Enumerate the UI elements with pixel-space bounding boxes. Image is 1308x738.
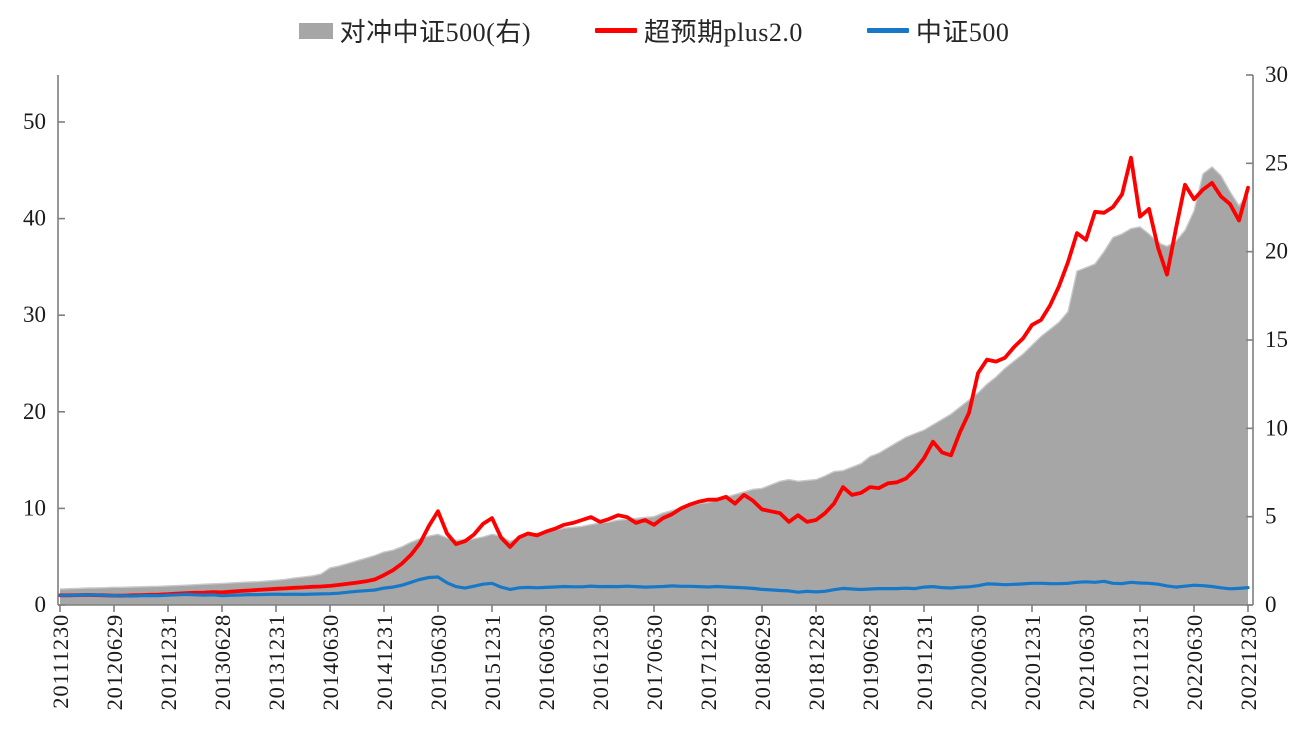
legend-item-csi500: 中证500 bbox=[866, 12, 1010, 49]
x-tick-label: 20140630 bbox=[318, 614, 343, 710]
series-hedge-csi500-area bbox=[60, 166, 1248, 605]
line-swatch-icon bbox=[594, 28, 637, 33]
x-tick-label: 20170630 bbox=[642, 614, 667, 710]
y-axis-right-tick-label: 20 bbox=[1265, 239, 1288, 264]
y-axis-left-tick-label: 0 bbox=[35, 592, 47, 617]
legend-item-plus2: 超预期plus2.0 bbox=[594, 12, 803, 49]
y-axis-right-tick-label: 30 bbox=[1265, 62, 1288, 87]
x-tick-label: 20130628 bbox=[210, 614, 235, 710]
x-tick-label: 20161230 bbox=[588, 614, 613, 710]
x-tick-label: 20191231 bbox=[912, 614, 937, 710]
x-tick-label: 20180629 bbox=[750, 614, 775, 710]
x-tick-label: 20190628 bbox=[858, 614, 883, 710]
legend-label: 对冲中证500(右) bbox=[339, 18, 531, 47]
x-tick-label: 20120629 bbox=[102, 614, 127, 710]
series-plus2-line bbox=[58, 155, 1250, 598]
y-axis-right-tick-label: 25 bbox=[1265, 150, 1288, 175]
x-tick-label: 20220630 bbox=[1182, 614, 1207, 710]
y-axis-right-tick-label: 0 bbox=[1265, 592, 1277, 617]
x-tick-label: 20201231 bbox=[1020, 614, 1045, 710]
series-csi500-line bbox=[58, 575, 1250, 598]
chart-legend: 对冲中证500(右) 超预期plus2.0 中证500 bbox=[0, 12, 1308, 49]
x-tick-label: 20171229 bbox=[696, 614, 721, 710]
x-tick-label: 20181228 bbox=[804, 614, 829, 710]
y-axis-left-tick-label: 50 bbox=[23, 109, 46, 134]
y-axis-right-tick-label: 15 bbox=[1265, 327, 1288, 352]
x-tick-label: 20121231 bbox=[156, 614, 181, 710]
x-tick-label: 20210630 bbox=[1074, 614, 1099, 710]
x-tick-label: 20150630 bbox=[426, 614, 451, 710]
x-tick-label: 20131231 bbox=[264, 614, 289, 710]
y-axis-left-tick-label: 40 bbox=[23, 206, 46, 231]
x-tick-label: 20160630 bbox=[534, 614, 559, 710]
x-tick-label: 20141231 bbox=[372, 614, 397, 710]
x-tick-label: 20111230 bbox=[48, 614, 73, 709]
y-axis-left-tick-label: 20 bbox=[23, 399, 46, 424]
x-tick-label: 20211231 bbox=[1128, 614, 1153, 710]
legend-label: 超预期plus2.0 bbox=[643, 18, 803, 47]
y-axis-left-tick-label: 30 bbox=[23, 302, 46, 327]
x-tick-label: 20200630 bbox=[966, 614, 991, 710]
area-swatch-icon bbox=[298, 22, 333, 39]
x-tick-label: 20221230 bbox=[1236, 614, 1261, 710]
y-axis-left-tick-label: 10 bbox=[23, 495, 46, 520]
line-swatch-icon bbox=[866, 28, 909, 33]
legend-label: 中证500 bbox=[915, 18, 1010, 47]
x-tick-label: 20151231 bbox=[480, 614, 505, 710]
legend-item-hedge-csi500: 对冲中证500(右) bbox=[298, 12, 531, 49]
y-axis-right-tick-label: 10 bbox=[1265, 415, 1288, 440]
series-hedge-csi500-area-edge bbox=[59, 165, 1249, 590]
y-axis-right-tick-label: 5 bbox=[1265, 504, 1277, 529]
